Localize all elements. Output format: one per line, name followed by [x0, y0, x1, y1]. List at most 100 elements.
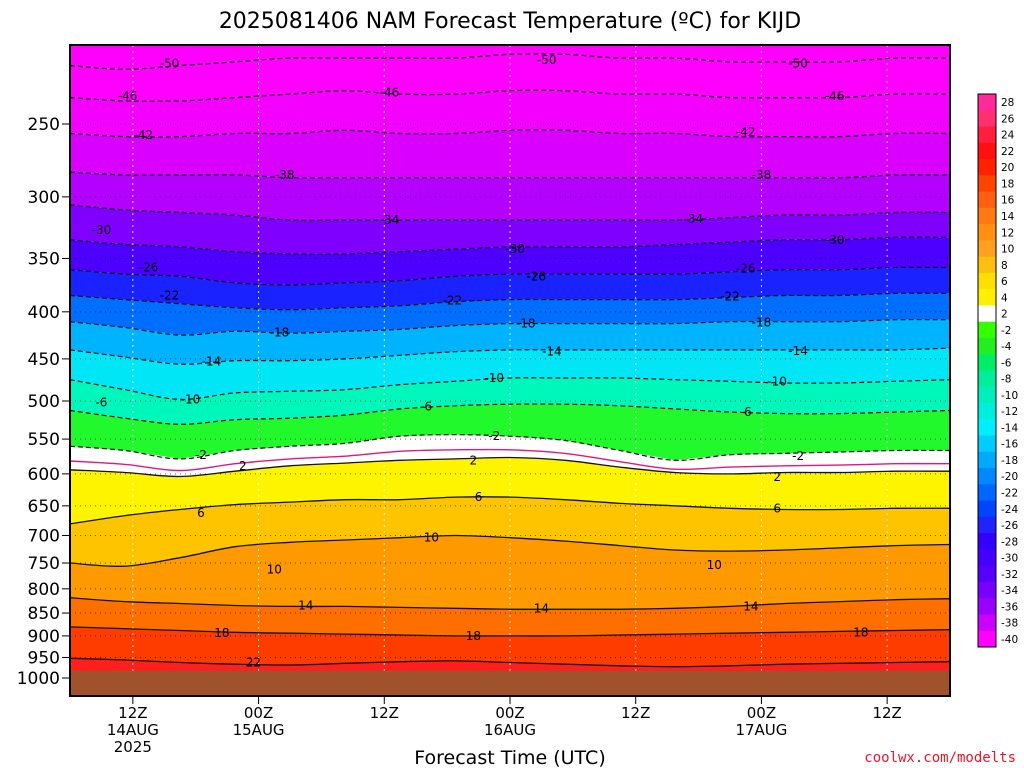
contour-label: 6 [475, 490, 483, 504]
colorbar-swatch [978, 240, 996, 258]
contour-line--10 [70, 377, 950, 401]
contour-label: -2 [195, 448, 207, 462]
contour-label: -46 [825, 89, 845, 103]
colorbar-swatch [978, 256, 996, 274]
x-tick-label: 00Z [495, 704, 524, 722]
contour-label: -34 [380, 213, 400, 227]
temperature-band [70, 348, 950, 400]
contour-label: -18 [752, 316, 772, 330]
contour-label: -18 [270, 325, 290, 339]
temperature-band [70, 434, 950, 477]
contour-label: -14 [788, 344, 808, 358]
contour-label: -26 [526, 269, 546, 283]
colorbar-swatch [978, 386, 996, 404]
colorbar-label: -30 [1001, 553, 1018, 565]
colorbar-label: -36 [1001, 601, 1018, 613]
colorbar-swatch [978, 581, 996, 599]
contour-line--2 [70, 434, 950, 461]
contour-label: -26 [736, 262, 756, 276]
contour-label: -42 [134, 128, 154, 142]
contour-label: -30 [825, 233, 845, 247]
contour-label: 18 [214, 626, 229, 640]
colorbar-swatch [978, 207, 996, 225]
x-tick-label: 2025 [114, 738, 152, 756]
colorbar-label: 10 [1001, 244, 1014, 256]
colorbar-swatch [978, 500, 996, 518]
colorbar-label: 28 [1001, 97, 1014, 109]
contour-line--34 [70, 204, 950, 222]
contour-line--26 [70, 266, 950, 286]
contour-label: -38 [752, 168, 772, 182]
colorbar-label: -38 [1001, 618, 1018, 630]
colorbar-label: -14 [1001, 422, 1018, 434]
colorbar-label: -2 [1001, 325, 1011, 337]
contour-label: 14 [534, 601, 549, 615]
y-tick-label: 700 [28, 526, 60, 546]
contour-label: 10 [267, 562, 282, 576]
colorbar-swatch [978, 484, 996, 502]
colorbar-label: 16 [1001, 195, 1015, 207]
freezing-line [70, 448, 950, 472]
credit-text: coolwx.com/modelts [864, 750, 1016, 766]
y-tick-label: 250 [28, 115, 60, 135]
contour-label: 2 [470, 453, 478, 467]
contour-line--46 [70, 89, 950, 102]
colorbar-label: 8 [1001, 260, 1008, 272]
colorbar-frame [977, 93, 997, 648]
y-tick-label: 950 [28, 649, 60, 669]
x-tick-label: 00Z [747, 704, 776, 722]
x-tick-label: 12Z [621, 704, 650, 722]
y-tick-label: 400 [28, 303, 60, 323]
contour-label: -38 [275, 168, 295, 182]
colorbar-label: -26 [1001, 520, 1018, 532]
colorbar-label: 14 [1001, 211, 1015, 223]
contour-line-10 [70, 534, 950, 567]
contour-label: -2 [792, 449, 804, 463]
colorbar-swatch [978, 110, 996, 128]
contour-line--38 [70, 171, 950, 179]
y-tick-label: 900 [28, 627, 60, 647]
colorbar-swatch [978, 451, 996, 469]
colorbar-label: -10 [1001, 390, 1018, 402]
contour-line--6 [70, 403, 950, 425]
temperature-band [70, 535, 950, 610]
contour-line--50 [70, 53, 950, 70]
contour-label: -26 [139, 260, 159, 274]
contour-label: 10 [707, 558, 722, 572]
contour-label: -10 [181, 392, 201, 406]
y-tick-label: 1000 [17, 669, 60, 689]
contour-label: -50 [537, 53, 557, 67]
y-axis: 250 300 350 400 450 500 550 600 650 700 750 800 850 9… [17, 115, 70, 689]
contour-line--18 [70, 318, 950, 336]
contour-line--30 [70, 236, 950, 255]
contour-label: 6 [197, 506, 205, 520]
colorbar-swatch [978, 533, 996, 550]
contour-label: -2 [488, 429, 500, 443]
contour-line--22 [70, 292, 950, 311]
contour-label: -22 [443, 294, 463, 308]
contour-label: -14 [542, 345, 562, 359]
colorbar-swatch [978, 305, 996, 323]
temperature-shading [70, 45, 950, 678]
contour-label: -14 [202, 355, 222, 369]
y-tick-label: 500 [28, 392, 60, 412]
colorbar-swatch [978, 630, 996, 648]
colorbar-label: 24 [1001, 130, 1015, 142]
colorbar-swatch [978, 321, 996, 339]
contour-label: -22 [160, 289, 180, 303]
contour-line--14 [70, 347, 950, 365]
x-tick-label: 12Z [370, 704, 399, 722]
y-tick-label: 550 [28, 430, 60, 450]
colorbar-swatch [978, 142, 996, 160]
y-tick-label: 600 [28, 465, 60, 485]
contour-label: -50 [788, 57, 808, 71]
temperature-band [70, 45, 950, 70]
y-tick-label: 300 [28, 188, 60, 208]
colorbar-label: -28 [1001, 536, 1018, 548]
y-tick-label: 450 [28, 350, 60, 370]
contour-label: -10 [484, 371, 504, 385]
colorbar-label: -24 [1001, 504, 1018, 516]
colorbar-label: -18 [1001, 455, 1018, 467]
contour-label: 2 [239, 459, 247, 473]
colorbar-label: -16 [1001, 439, 1018, 451]
